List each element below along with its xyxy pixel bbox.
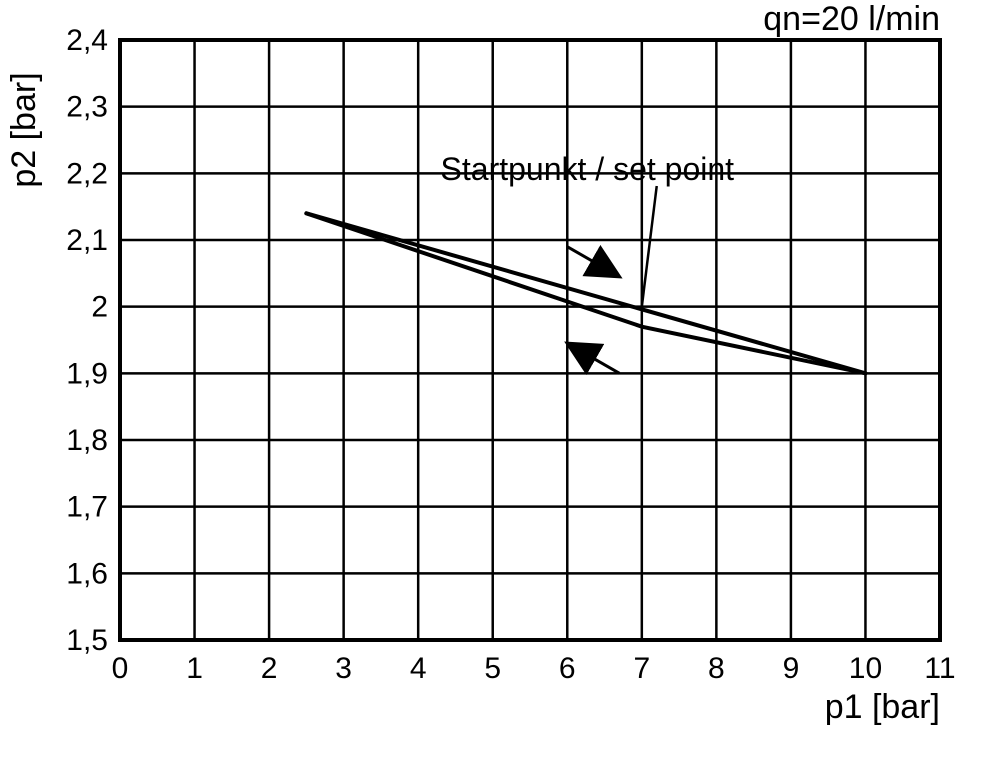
svg-text:2,4: 2,4 [66, 24, 108, 57]
svg-text:2: 2 [91, 291, 108, 324]
svg-text:1: 1 [186, 652, 203, 685]
svg-text:2,2: 2,2 [66, 157, 108, 190]
svg-text:10: 10 [849, 652, 882, 685]
svg-text:2,3: 2,3 [66, 91, 108, 124]
svg-text:0: 0 [112, 652, 129, 685]
svg-text:1,5: 1,5 [66, 624, 108, 657]
set-point-label: Startpunkt / set point [441, 151, 735, 187]
svg-text:4: 4 [410, 652, 427, 685]
svg-text:1,9: 1,9 [66, 357, 108, 390]
flow-rate-label: qn=20 l/min [763, 0, 940, 38]
svg-text:2,1: 2,1 [66, 224, 108, 257]
x-axis-label: p1 [bar] [825, 688, 940, 726]
chart-background [0, 0, 1000, 764]
svg-text:6: 6 [559, 652, 576, 685]
svg-text:8: 8 [708, 652, 725, 685]
svg-text:1,7: 1,7 [66, 491, 108, 524]
y-axis-label: p2 [bar] [5, 72, 43, 187]
svg-text:11: 11 [924, 652, 955, 685]
svg-text:2: 2 [261, 652, 278, 685]
svg-text:7: 7 [633, 652, 650, 685]
svg-text:5: 5 [484, 652, 501, 685]
svg-text:3: 3 [335, 652, 352, 685]
svg-text:9: 9 [783, 652, 800, 685]
svg-text:1,6: 1,6 [66, 557, 108, 590]
svg-text:1,8: 1,8 [66, 424, 108, 457]
